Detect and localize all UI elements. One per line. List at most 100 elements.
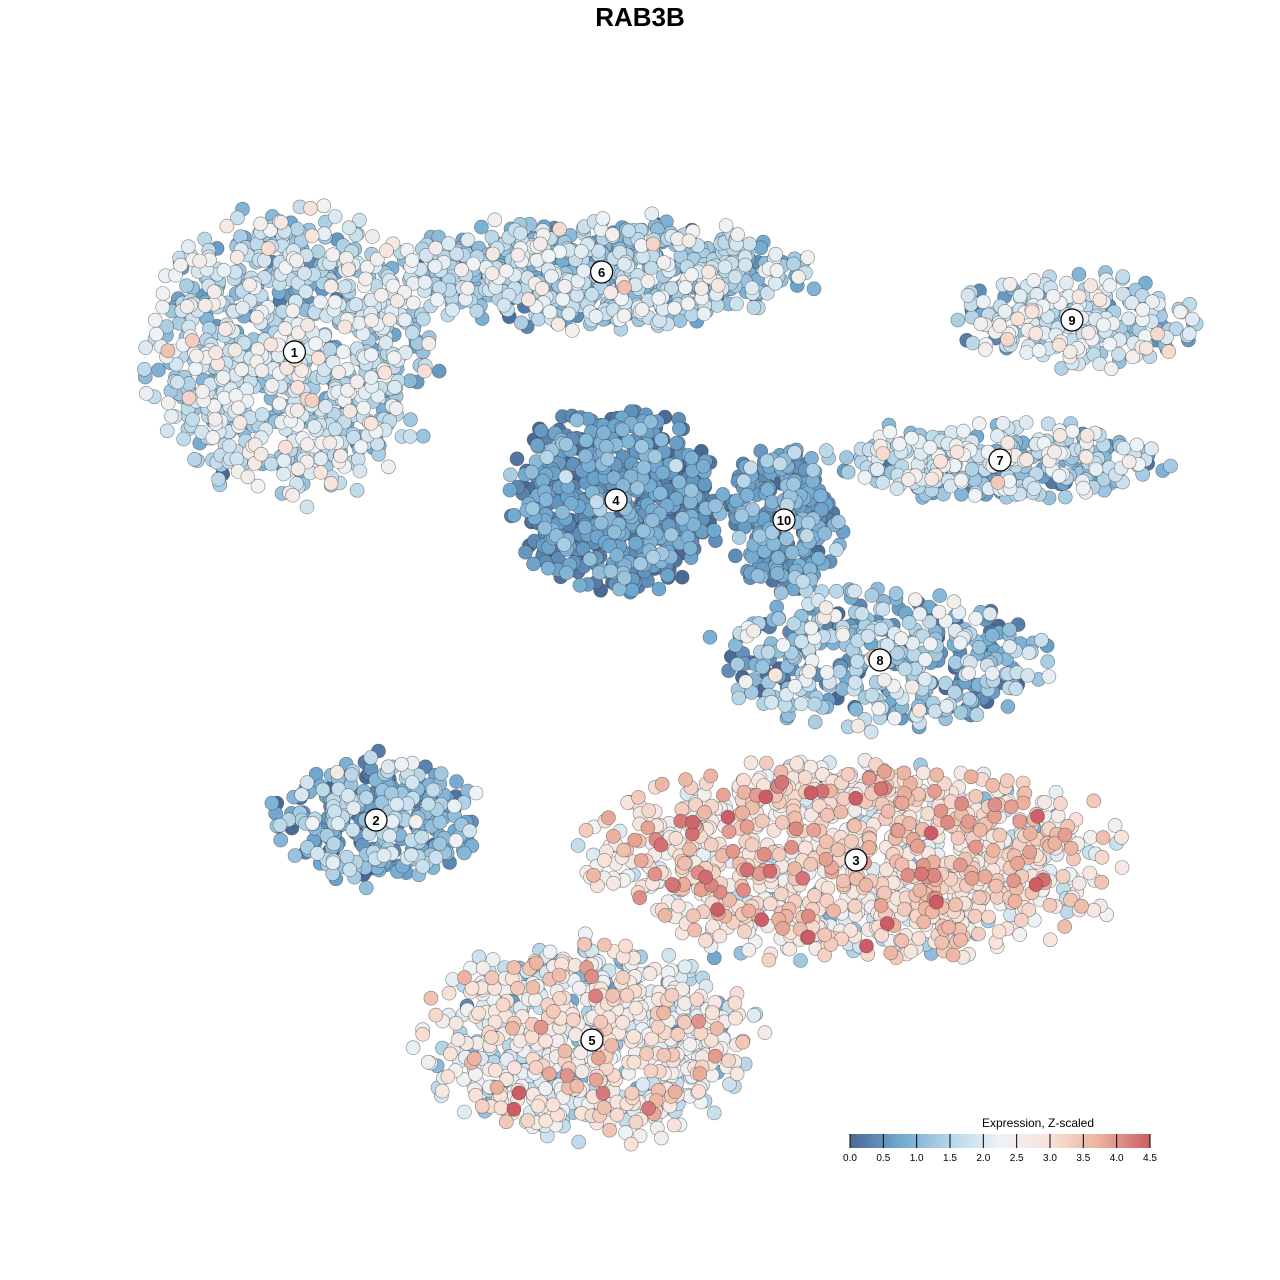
cell-point	[181, 239, 196, 254]
cell-point	[975, 294, 991, 310]
cell-point	[630, 480, 645, 496]
cell-point	[701, 264, 716, 280]
cell-point	[315, 782, 331, 798]
cell-point	[253, 216, 268, 232]
cell-point	[341, 220, 357, 235]
cell-point	[829, 542, 844, 558]
cell-point	[1129, 437, 1145, 453]
cell-point	[502, 482, 518, 498]
cell-point	[192, 253, 207, 269]
cell-point	[218, 321, 233, 337]
cell-point	[364, 313, 379, 328]
cell-point	[793, 953, 808, 968]
cell-point	[897, 661, 913, 677]
cell-point	[663, 527, 679, 543]
cell-point	[556, 537, 572, 552]
cell-point	[277, 321, 293, 336]
cell-point	[831, 514, 846, 530]
cell-point	[1002, 622, 1017, 638]
cell-point	[1114, 860, 1130, 875]
cell-point	[427, 259, 443, 274]
cell-point	[173, 257, 188, 273]
cell-point	[595, 211, 611, 226]
cell-point	[432, 836, 448, 852]
cell-point	[969, 707, 985, 723]
cell-point	[667, 300, 682, 316]
cell-point	[984, 627, 1000, 643]
cell-point	[345, 822, 361, 838]
cell-point	[331, 365, 346, 380]
cell-point	[1041, 669, 1057, 684]
cell-point	[533, 236, 548, 252]
cell-point	[460, 232, 476, 248]
cell-point	[882, 424, 898, 440]
cell-point	[249, 309, 265, 325]
cell-point	[253, 446, 269, 462]
cell-point	[875, 601, 891, 617]
cell-point	[329, 764, 345, 780]
cell-point	[221, 438, 237, 454]
cell-point	[794, 634, 809, 649]
cell-point	[340, 788, 356, 803]
cell-point	[807, 696, 822, 712]
cell-point	[235, 300, 250, 316]
cell-point	[403, 412, 418, 428]
cell-point	[800, 515, 816, 531]
cell-point	[655, 465, 671, 481]
cell-point	[889, 481, 905, 496]
cell-point	[600, 451, 616, 467]
cell-point	[741, 942, 757, 958]
cell-point	[1000, 435, 1016, 451]
cell-point	[397, 312, 413, 328]
cell-point	[1102, 336, 1118, 352]
cell-point	[683, 540, 698, 556]
cell-point	[582, 551, 598, 567]
cell-point	[310, 846, 325, 861]
cell-point	[682, 1037, 698, 1052]
cell-point	[179, 299, 195, 314]
cell-point	[1138, 340, 1154, 356]
cell-point	[448, 1015, 464, 1031]
cell-point	[289, 253, 304, 268]
cell-point	[197, 298, 213, 313]
cell-point	[1104, 361, 1119, 377]
cell-point	[499, 263, 514, 279]
cell-point	[615, 422, 630, 438]
cell-point	[1002, 276, 1018, 292]
cell-point	[770, 550, 786, 565]
cell-point	[374, 287, 389, 303]
cell-point	[904, 430, 919, 446]
cell-point	[669, 435, 684, 451]
cell-point	[276, 453, 292, 468]
cell-point	[752, 528, 768, 544]
cell-point	[632, 421, 648, 437]
cell-point	[273, 215, 289, 230]
cell-point	[578, 433, 594, 448]
cell-point	[1019, 452, 1034, 467]
cell-point	[147, 312, 163, 328]
cell-point	[208, 345, 224, 361]
cell-point	[904, 679, 920, 695]
cell-point	[380, 759, 396, 775]
cell-point	[1075, 480, 1091, 496]
cell-point	[702, 629, 718, 645]
cell-point	[1026, 273, 1042, 288]
cell-point	[746, 1007, 762, 1023]
cell-point	[696, 458, 711, 474]
cell-point	[746, 623, 761, 639]
cell-point	[574, 244, 589, 259]
cell-point	[352, 463, 368, 479]
cell-point	[757, 1025, 773, 1040]
cell-point	[1065, 423, 1080, 439]
cell-point	[694, 281, 709, 296]
cell-point	[537, 520, 553, 536]
cell-point	[1059, 275, 1074, 291]
cell-point	[207, 411, 223, 427]
cell-point	[577, 519, 593, 535]
cell-point	[346, 800, 362, 816]
cell-point	[857, 470, 873, 485]
cell-point	[760, 482, 775, 497]
cell-point	[264, 795, 280, 811]
cell-point	[335, 344, 351, 360]
cell-point	[922, 440, 938, 455]
